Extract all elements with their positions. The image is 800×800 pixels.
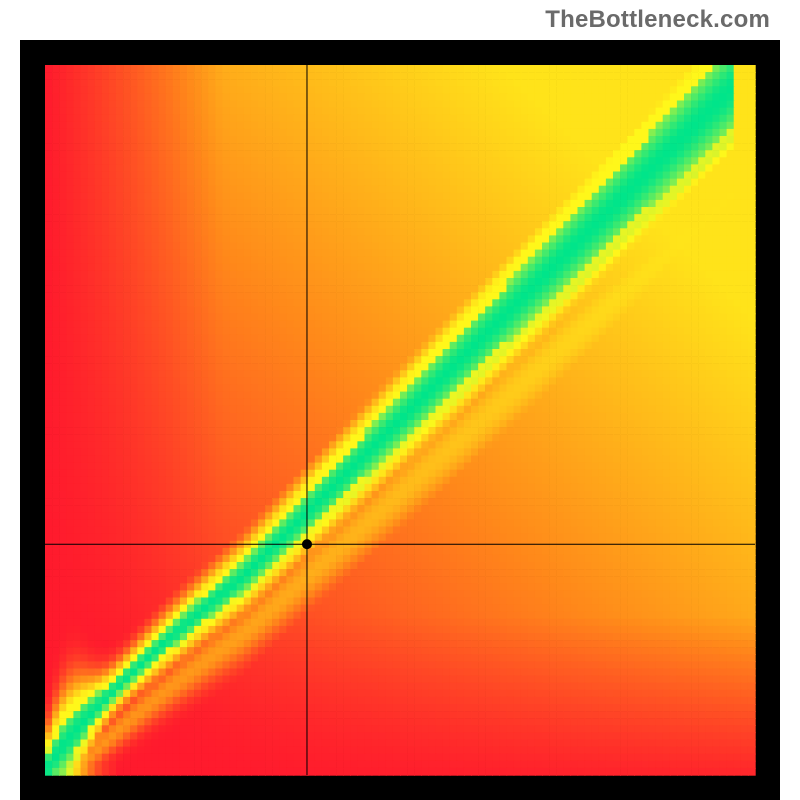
heatmap-canvas xyxy=(20,40,780,800)
container: TheBottleneck.com xyxy=(0,0,800,800)
bottleneck-heatmap xyxy=(20,40,780,800)
watermark-text: TheBottleneck.com xyxy=(545,6,770,34)
